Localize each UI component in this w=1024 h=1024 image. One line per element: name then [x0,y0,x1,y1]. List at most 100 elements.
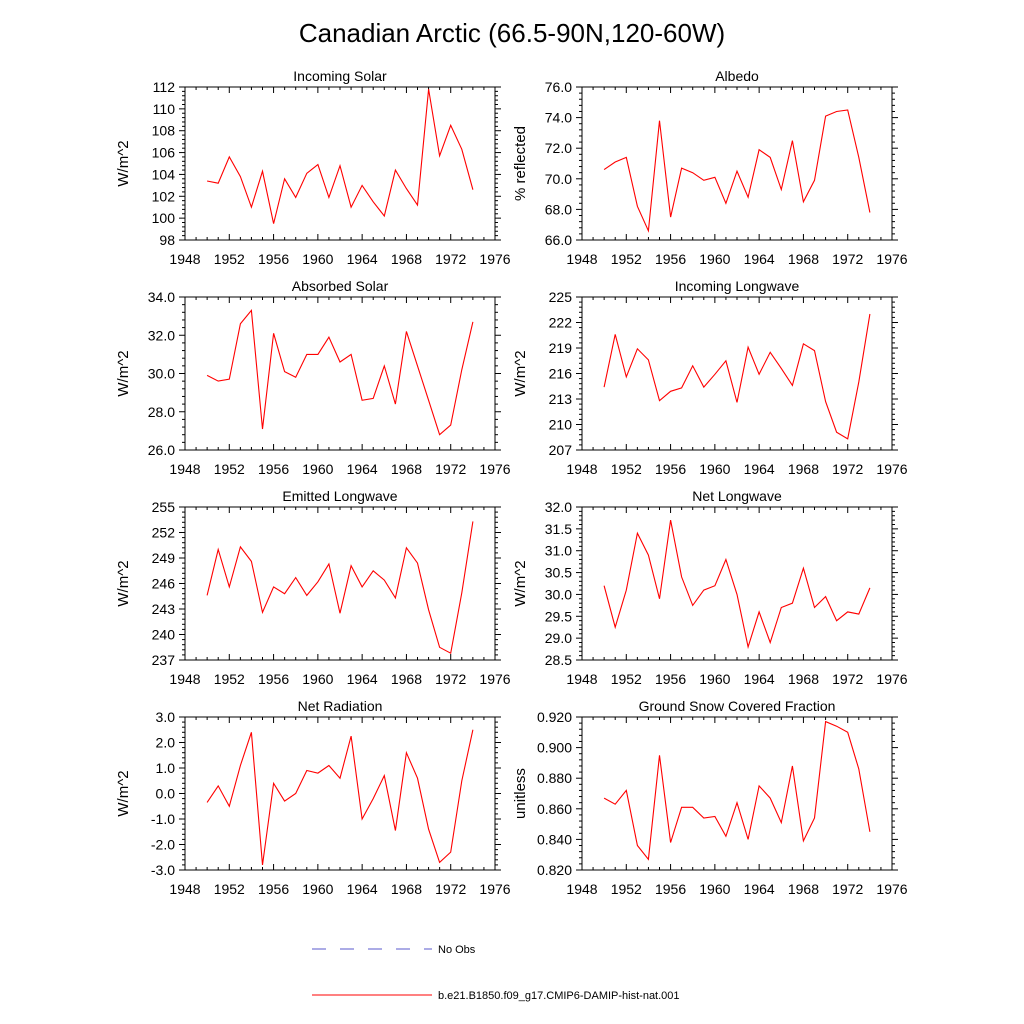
x-tick-label: 1956 [655,251,686,267]
y-tick-label: 222 [549,315,573,331]
plot-frame [581,716,893,871]
y-tick-label: 0.860 [537,801,572,817]
x-tick-label: 1952 [214,671,245,687]
y-tick-label: -1.0 [151,811,175,827]
plot-frame [581,296,893,451]
x-tick-label: 1964 [347,251,378,267]
chart-panel: Albedo % reflected 1948 1952 1956 1960 1964 196… [512,68,908,267]
y-tick-label: 32.0 [545,499,572,515]
y-tick-label: 72.0 [545,140,572,156]
chart-panel: Emitted Longwave W/m^2 1948 1952 1956 1960 196… [115,488,511,687]
panel-title: Incoming Longwave [675,278,800,294]
x-tick-label: 1968 [788,671,819,687]
y-tick-label: 26.0 [148,442,175,458]
x-tick-label: 1968 [391,461,422,477]
y-tick-label: 31.0 [545,543,572,559]
x-tick-label: 1960 [699,461,730,477]
y-tick-label: 102 [152,188,176,204]
x-tick-label: 1976 [876,461,907,477]
x-tick-label: 1952 [611,251,642,267]
y-axis-label: W/m^2 [115,560,132,606]
y-axis-label: W/m^2 [115,770,132,816]
x-tick-label: 1976 [479,881,510,897]
x-tick-label: 1956 [655,881,686,897]
y-tick-label: 110 [153,101,176,117]
x-tick-label: 1956 [655,671,686,687]
plot-frame [184,716,496,871]
x-tick-label: 1952 [214,251,245,267]
y-tick-label: 31.5 [545,521,572,537]
chart-panel: Ground Snow Covered Fraction unitless 1948… [512,698,908,897]
x-tick-label: 1948 [566,461,597,477]
y-tick-label: 30.5 [545,565,572,581]
y-tick-label: 219 [549,340,573,356]
y-tick-label: 100 [152,210,176,226]
y-tick-label: 29.0 [545,630,572,646]
x-tick-label: 1960 [302,251,333,267]
y-tick-label: 210 [549,417,573,433]
legend-label: b.e21.B1850.f09_g17.CMIP6-DAMIP-hist-nat… [438,990,680,1002]
panel-title: Ground Snow Covered Fraction [639,698,836,714]
y-tick-label: 249 [152,550,176,566]
x-tick-label: 1972 [832,671,863,687]
chart-panel: Incoming Longwave W/m^2 1948 1952 1956 1960 19… [512,278,908,477]
x-tick-label: 1976 [479,671,510,687]
y-tick-label: 0.820 [537,862,572,878]
plot-frame [184,86,496,241]
series-line [206,89,474,224]
y-tick-label: 246 [152,576,176,592]
x-tick-label: 1968 [788,881,819,897]
x-tick-label: 1964 [347,461,378,477]
x-tick-label: 1968 [391,251,422,267]
y-tick-label: 207 [549,442,573,458]
legend-label: No Obs [438,944,476,956]
x-tick-label: 1960 [302,461,333,477]
y-tick-label: 240 [152,627,176,643]
panel-title: Net Longwave [692,488,782,504]
y-tick-label: 108 [152,123,176,139]
x-tick-label: 1948 [566,251,597,267]
chart-panel: Net Longwave W/m^2 1948 1952 1956 1960 1964 196… [512,488,908,687]
x-tick-label: 1956 [258,461,289,477]
x-tick-label: 1952 [611,881,642,897]
y-axis-label: W/m^2 [512,560,529,606]
x-tick-label: 1960 [302,671,333,687]
panel-title: Absorbed Solar [292,278,389,294]
series-line [603,720,871,861]
x-tick-label: 1956 [258,251,289,267]
y-tick-label: 0.920 [537,709,572,725]
y-tick-label: 0.900 [537,740,572,756]
x-tick-label: 1960 [302,881,333,897]
series-line [206,309,474,436]
y-tick-label: 3.0 [156,709,176,725]
x-tick-label: 1968 [788,251,819,267]
y-tick-label: 76.0 [545,79,572,95]
panel-grid: Incoming Solar W/m^2 1948 1952 1956 1960 1964 1… [115,68,908,897]
plot-frame [581,506,893,661]
panel-title: Albedo [715,68,759,84]
y-tick-label: 70.0 [545,171,572,187]
x-tick-label: 1948 [169,671,200,687]
y-tick-label: 225 [549,289,573,305]
x-tick-label: 1972 [832,251,863,267]
x-tick-label: 1972 [435,671,466,687]
y-tick-label: 112 [153,79,176,95]
panel-title: Net Radiation [298,698,383,714]
y-tick-label: 252 [152,525,176,541]
y-tick-label: 98 [159,232,175,248]
y-tick-label: 0.0 [156,786,176,802]
y-tick-label: 255 [152,499,176,515]
y-tick-label: 2.0 [156,735,176,751]
x-tick-label: 1968 [788,461,819,477]
x-tick-label: 1964 [744,461,775,477]
x-tick-label: 1972 [832,461,863,477]
y-tick-label: 0.880 [537,770,572,786]
x-tick-label: 1964 [744,881,775,897]
x-tick-label: 1976 [876,881,907,897]
x-tick-label: 1960 [699,671,730,687]
y-tick-label: 34.0 [148,289,175,305]
x-tick-label: 1964 [347,671,378,687]
x-tick-label: 1948 [169,881,200,897]
x-tick-label: 1976 [479,251,510,267]
